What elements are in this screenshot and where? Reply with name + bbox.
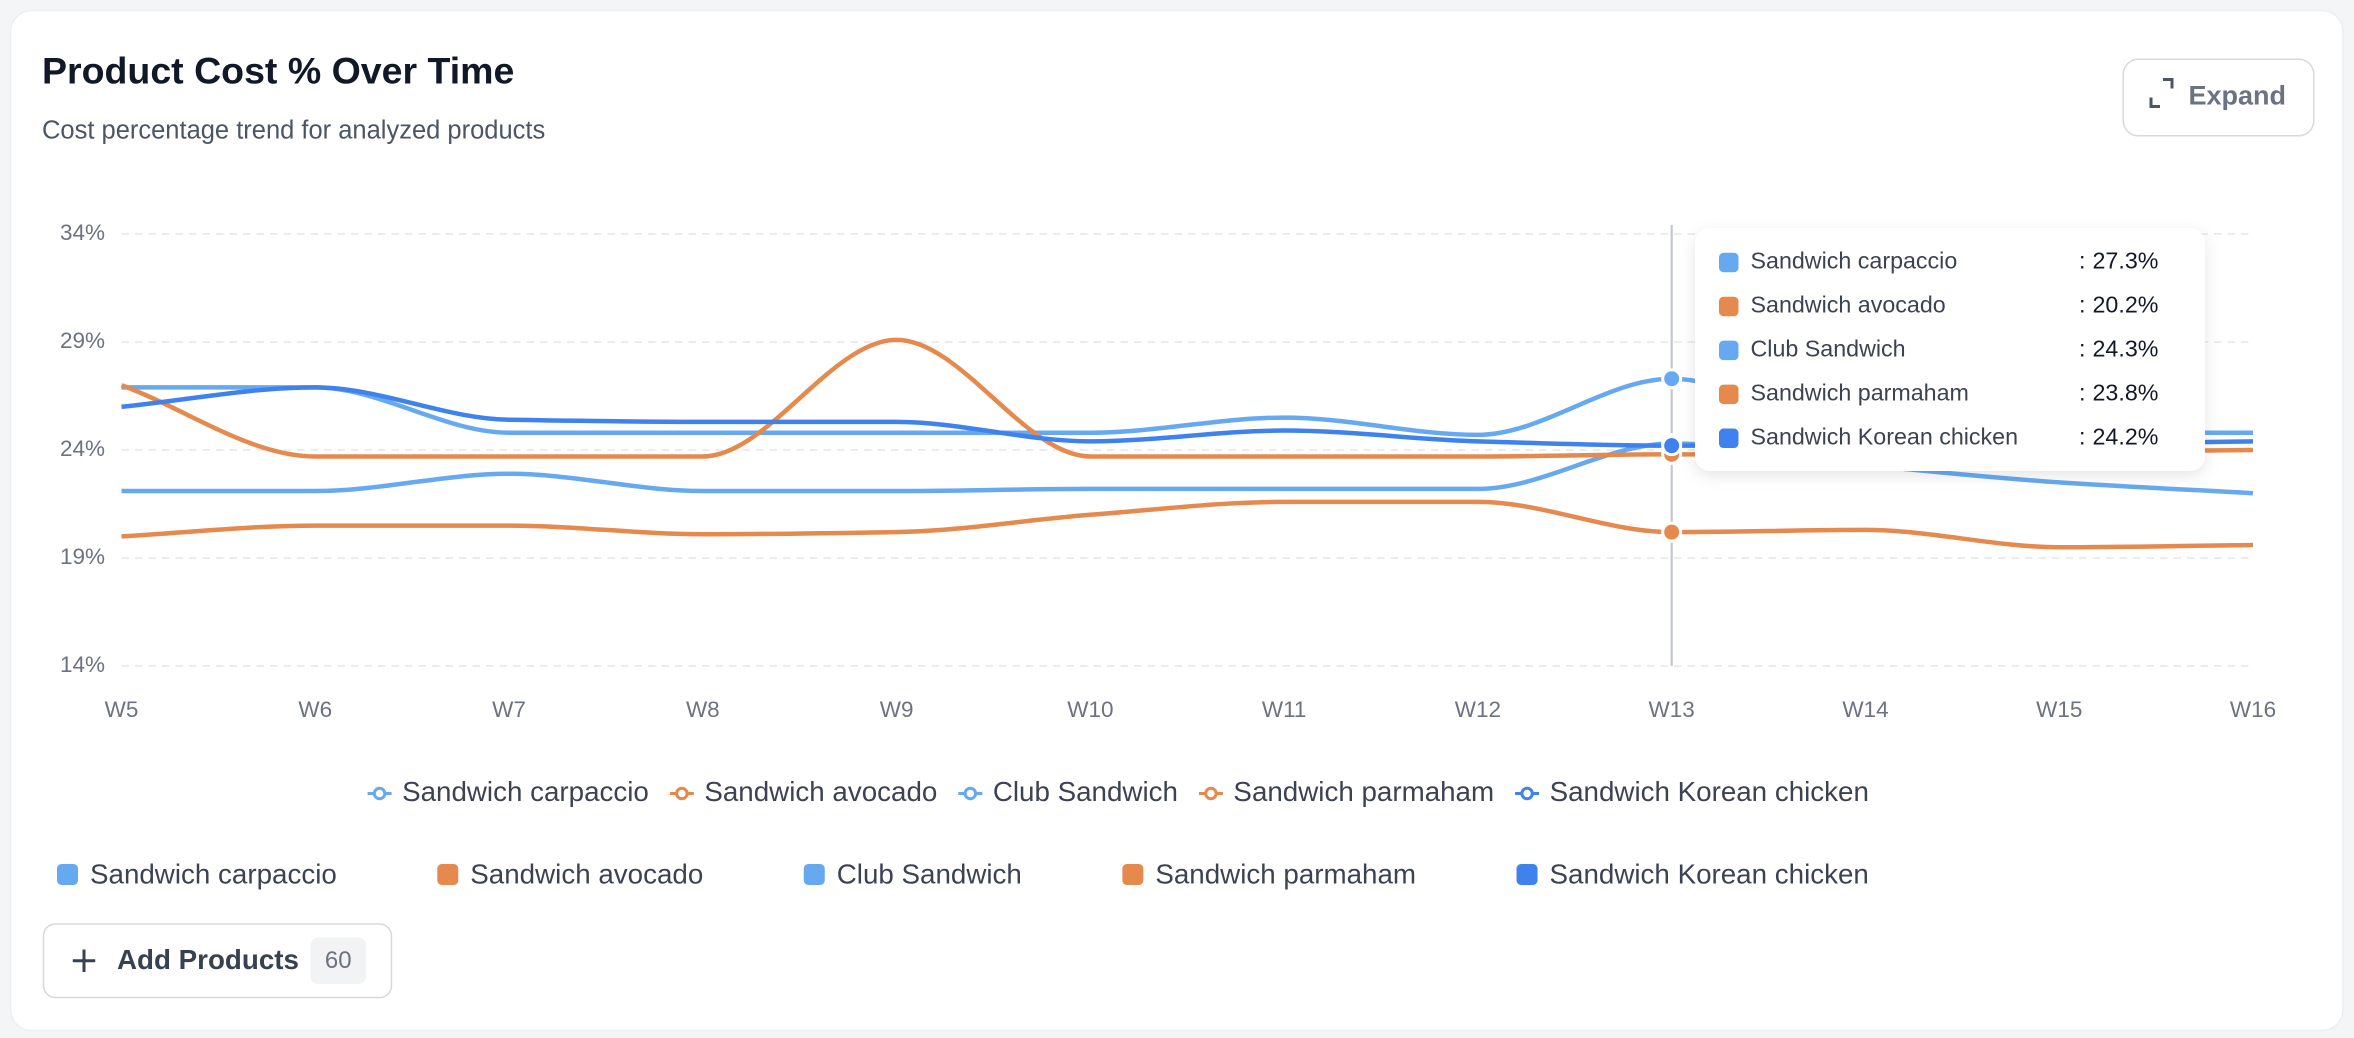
legend-label: Sandwich Korean chicken — [1550, 858, 1869, 889]
add-products-button[interactable]: Add Products 60 — [42, 923, 393, 999]
count-badge — [310, 937, 367, 984]
plot: 14% 19% 24% 29% 34% W5 W6 W7 W8 W9 W10 W11 W12 W13 W14… — [60, 220, 2276, 722]
legend-swatch — [1122, 864, 1144, 885]
x-tick-label: W8 — [686, 697, 720, 722]
series-line — [121, 499, 2254, 550]
legend-item: Sandwich parmaham — [1122, 858, 1416, 889]
tooltip-name: Sandwich Korean chicken — [1751, 423, 2019, 449]
tooltip-separator: : — [2079, 292, 2085, 318]
tooltip-name: Sandwich avocado — [1751, 292, 1946, 318]
x-tick-label: W5 — [105, 697, 139, 722]
hover-dot — [1661, 435, 1683, 457]
tooltip-name: Sandwich parmaham — [1751, 379, 1969, 405]
legend-marker — [963, 786, 978, 801]
legend-swatch — [1516, 864, 1538, 885]
legend-item: Sandwich Korean chicken — [1515, 776, 1869, 807]
tooltip-separator: : — [2079, 248, 2085, 274]
tooltip-value: 27.3% — [2093, 248, 2159, 274]
legend-swatch — [57, 864, 79, 885]
legend-item: Sandwich avocado — [669, 776, 937, 807]
square-legend: Sandwich carpaccio Sandwich avocado Club S… — [57, 858, 1869, 889]
tooltip-box — [1695, 228, 2206, 471]
legend-label: Club Sandwich — [837, 858, 1022, 889]
legend-item: Club Sandwich — [803, 858, 1022, 889]
legend-marker — [1204, 786, 1218, 801]
legend-label: Sandwich Korean chicken — [1550, 776, 1869, 807]
legend-label: Sandwich carpaccio — [90, 858, 337, 889]
chart-subtitle: Cost percentage trend for analyzed produ… — [42, 117, 545, 145]
legend-item: Sandwich carpaccio — [57, 858, 337, 889]
add-products-frame[interactable] — [42, 923, 393, 999]
legend-marker — [372, 786, 387, 801]
legend-marker — [1520, 786, 1534, 801]
legend-label: Sandwich avocado — [704, 776, 937, 807]
product-count: 60 — [325, 947, 352, 974]
x-tick-label: W12 — [1455, 697, 1501, 722]
legend-label: Club Sandwich — [993, 776, 1178, 807]
y-tick-label: 24% — [60, 436, 105, 461]
legend-label: Sandwich carpaccio — [402, 776, 649, 807]
y-tick-label: 19% — [60, 544, 105, 569]
tooltip: Sandwich carpaccio:27.3%Sandwich avocado… — [1695, 228, 2206, 471]
tooltip-swatch — [1719, 340, 1739, 361]
hover-dot — [1661, 521, 1683, 543]
legend-item: Club Sandwich — [958, 776, 1178, 807]
tooltip-swatch — [1719, 252, 1739, 273]
add-products-label[interactable]: Add Products — [117, 944, 299, 975]
tooltip-swatch — [1719, 384, 1739, 405]
legend-marker — [675, 786, 689, 801]
line-legend: Sandwich carpaccio Sandwich avocado Club S… — [367, 776, 1869, 807]
x-tick-label: W7 — [492, 697, 526, 722]
legend-label: Sandwich parmaham — [1155, 858, 1416, 889]
tooltip-value: 23.8% — [2093, 379, 2159, 405]
x-tick-label: W9 — [880, 697, 914, 722]
legend-label: Sandwich avocado — [470, 858, 703, 889]
legend-item: Sandwich parmaham — [1198, 776, 1494, 807]
plus-icon — [72, 949, 96, 972]
hover-dot — [1661, 368, 1683, 390]
tooltip-name: Club Sandwich — [1751, 336, 1906, 362]
x-tick-label: W15 — [2036, 697, 2082, 722]
tooltip-value: 20.2% — [2093, 292, 2159, 318]
legend-label: Sandwich parmaham — [1233, 776, 1494, 807]
tooltip-separator: : — [2079, 379, 2085, 405]
x-tick-label: W11 — [1262, 697, 1307, 722]
y-tick-label: 14% — [60, 652, 105, 677]
x-tick-label: W10 — [1067, 697, 1113, 722]
legend-swatch — [803, 864, 825, 885]
legend-item: Sandwich carpaccio — [367, 776, 649, 807]
tooltip-separator: : — [2079, 336, 2085, 362]
tooltip-swatch — [1719, 296, 1739, 317]
y-tick-label: 29% — [60, 328, 105, 353]
expand-button[interactable]: Expand — [2122, 58, 2315, 137]
legend-item: Sandwich Korean chicken — [1516, 858, 1869, 889]
tooltip-separator: : — [2079, 423, 2085, 449]
x-tick-label: W6 — [298, 697, 332, 722]
x-tick-label: W14 — [1842, 697, 1888, 722]
legend-item: Sandwich avocado — [437, 858, 703, 889]
tooltip-value: 24.2% — [2093, 423, 2159, 449]
x-tick-label: W13 — [1649, 697, 1695, 722]
chart-title: Product Cost % Over Time — [42, 49, 514, 91]
y-tick-label: 34% — [60, 220, 105, 245]
expand-icon — [2149, 78, 2174, 108]
tooltip-name: Sandwich carpaccio — [1751, 248, 1958, 274]
tooltip-value: 24.3% — [2093, 336, 2159, 362]
expand-label[interactable]: Expand — [2189, 81, 2287, 111]
legend-swatch — [437, 864, 459, 885]
x-tick-label: W16 — [2230, 697, 2276, 722]
tooltip-swatch — [1719, 428, 1739, 449]
